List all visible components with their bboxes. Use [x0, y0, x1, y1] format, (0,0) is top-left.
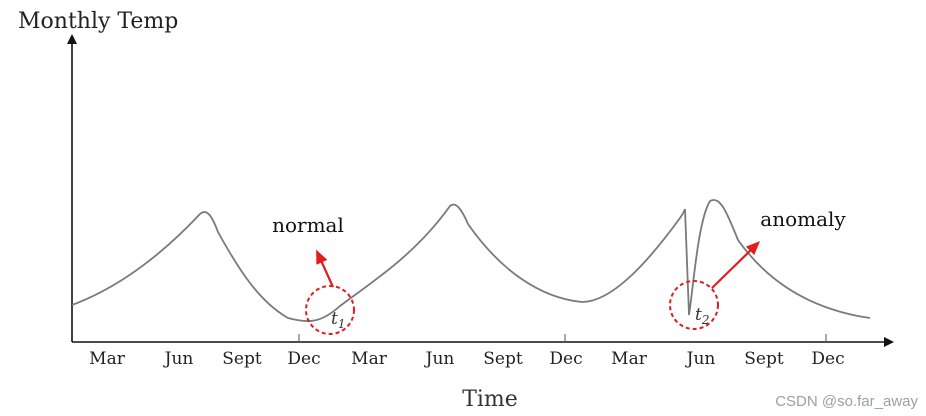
watermark: CSDN @so.far_away: [775, 393, 918, 410]
t2-point-sub: 2: [701, 313, 710, 327]
anomaly-arrow: [711, 241, 761, 289]
x-tick-label-7: Dec: [549, 349, 582, 369]
x-tick-label-1: Jun: [163, 349, 194, 369]
t1-highlight-circle: [305, 285, 355, 335]
x-tick-label-10: Sept: [744, 349, 784, 369]
x-tick-label-2: Sept: [222, 349, 262, 369]
x-tick-label-4: Mar: [351, 349, 388, 369]
x-tick-label-3: Dec: [287, 349, 320, 369]
x-tick-label-6: Sept: [483, 349, 523, 369]
t2-point-label: t2: [695, 305, 709, 327]
t2-highlight-circle: [669, 280, 719, 330]
t1-point-main: t: [331, 309, 338, 329]
x-axis-label: Time: [462, 387, 518, 412]
anomaly-label: anomaly: [760, 207, 846, 231]
y-axis-label: Monthly Temp: [18, 9, 178, 34]
normal-arrow: [316, 249, 335, 288]
x-tick-label-0: Mar: [89, 349, 126, 369]
t2-point-main: t: [695, 305, 702, 325]
x-tick-label-5: Jun: [424, 349, 455, 369]
x-tick-label-8: Mar: [611, 349, 648, 369]
t1-point-label: t1: [331, 309, 345, 331]
normal-label: normal: [272, 213, 344, 237]
x-tick-label-9: Jun: [685, 349, 716, 369]
t1-point-sub: 1: [338, 317, 346, 331]
x-tick-label-11: Dec: [811, 349, 844, 369]
temperature-series-line: [71, 199, 871, 322]
